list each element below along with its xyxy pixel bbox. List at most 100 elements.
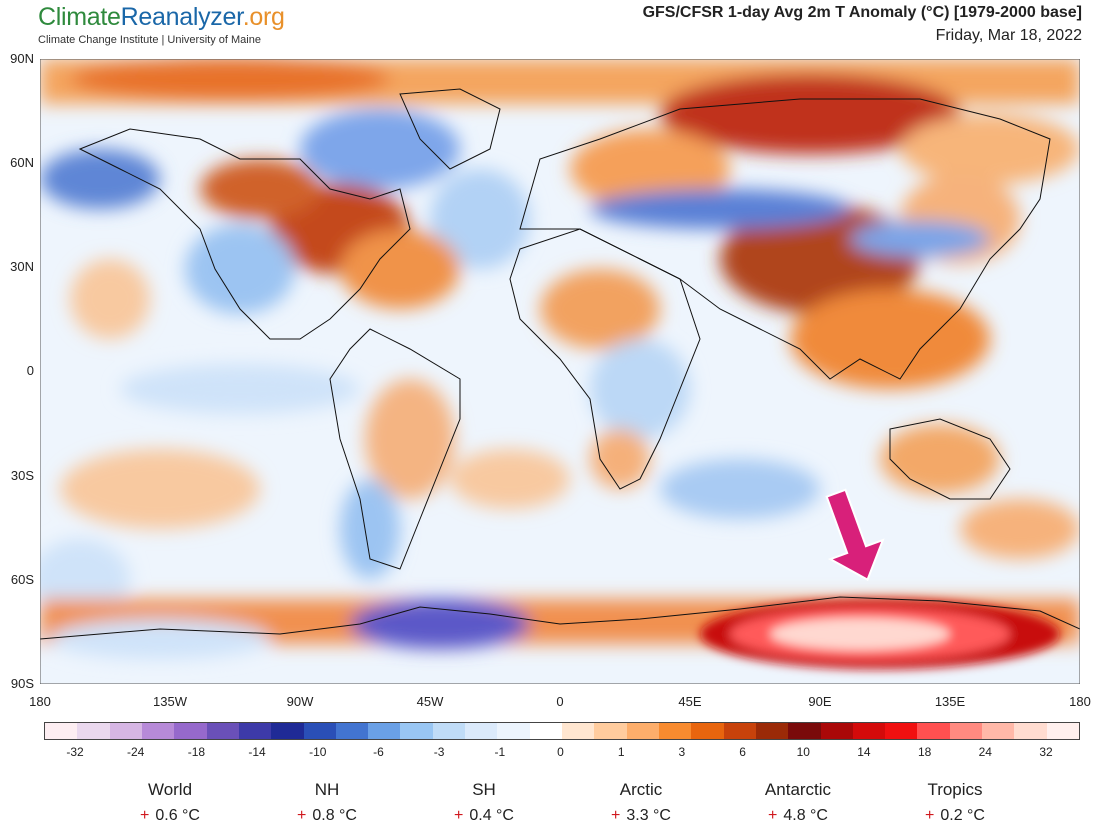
highlight-arrow [825, 488, 885, 582]
legend-tick-label: 32 [1039, 745, 1053, 759]
brand-part-org: .org [242, 3, 285, 31]
legend-tick-label: 24 [978, 745, 992, 759]
stat-number: 0.4 °C [469, 807, 514, 824]
legend-tick-label: -6 [373, 745, 384, 759]
legend-tick-label: -1 [494, 745, 506, 759]
legend-tick-label: 14 [857, 745, 871, 759]
map-title: GFS/CFSR 1-day Avg 2m T Anomaly (°C) [19… [642, 4, 1082, 21]
lat-label-0: 0 [26, 363, 34, 378]
legend-swatch [723, 723, 756, 739]
legend-tick-label: -10 [309, 745, 327, 759]
legend-tick-label: 6 [739, 745, 746, 759]
legend-tick-label: 1 [617, 745, 625, 759]
color-legend [44, 722, 1080, 740]
stat-label: World [147, 780, 193, 799]
stat-sign: + [454, 807, 464, 824]
lat-label-30s: 30S [10, 468, 34, 483]
stat-number: 0.8 °C [312, 807, 357, 824]
stat-label: Arctic [619, 780, 663, 799]
lon-label-90w: 90W [286, 694, 314, 709]
stat-sign: + [611, 807, 621, 824]
stat-value: +0.4 °C [404, 807, 564, 825]
temperature-anomaly-map [40, 59, 1080, 684]
stat-label: Tropics [927, 780, 983, 799]
stat-label: Antarctic [764, 780, 832, 799]
legend-swatch [917, 723, 950, 739]
stat-label: NH [314, 780, 340, 799]
legend-tick-label: 10 [796, 745, 810, 759]
legend-swatch [820, 723, 853, 739]
lon-label-45w: 45W [416, 694, 444, 709]
stat-tropics: Tropics +0.2 °C [875, 780, 1035, 825]
stat-value: +0.8 °C [247, 807, 407, 825]
anomaly-field [40, 59, 1080, 659]
legend-swatch [465, 723, 498, 739]
lon-label-45e: 45E [678, 694, 702, 709]
stat-arctic: Arctic +3.3 °C [561, 780, 721, 825]
legend-swatch [368, 723, 401, 739]
legend-swatch [432, 723, 466, 739]
legend-swatch [594, 723, 627, 739]
legend-swatch [303, 723, 336, 739]
legend-tick-label: -3 [433, 745, 445, 759]
brand-subtitle: Climate Change Institute | University of… [38, 34, 261, 46]
legend-tick-label: 3 [678, 745, 686, 759]
stat-number: 3.3 °C [626, 807, 671, 824]
stat-nh: NH +0.8 °C [247, 780, 407, 825]
legend-swatch [949, 723, 983, 739]
lat-label-30n: 30N [10, 259, 34, 274]
legend-tick-label: 18 [917, 745, 932, 759]
stat-antarctic: Antarctic +4.8 °C [718, 780, 878, 825]
stat-value: +0.2 °C [875, 807, 1035, 825]
stat-world: World +0.6 °C [90, 780, 250, 825]
legend-swatch [885, 723, 918, 739]
legend-swatch [626, 723, 659, 739]
legend-swatch [206, 723, 239, 739]
stat-sign: + [140, 807, 150, 824]
map-date: Friday, Mar 18, 2022 [935, 27, 1082, 44]
lon-label-180e: 180 [1069, 694, 1091, 709]
lon-label-135e: 135E [934, 694, 966, 709]
stat-sh: SH +0.4 °C [404, 780, 564, 825]
lon-label-90e: 90E [808, 694, 832, 709]
legend-swatch [77, 723, 110, 739]
stat-sign: + [925, 807, 935, 824]
legend-swatch [400, 723, 433, 739]
site-logo-text[interactable]: ClimateReanalyzer.org [38, 2, 285, 32]
stat-value: +4.8 °C [718, 807, 878, 825]
legend-swatch [271, 723, 304, 739]
stat-sign: + [297, 807, 307, 824]
legend-swatch [852, 723, 886, 739]
brand-part-climate: Climate [38, 3, 121, 31]
legend-swatch [109, 723, 142, 739]
legend-swatch [335, 723, 369, 739]
stat-number: 4.8 °C [783, 807, 828, 824]
lat-label-60n: 60N [10, 155, 34, 170]
brand-part-reanalyzer: Reanalyzer [120, 3, 243, 31]
stat-label: SH [472, 780, 496, 799]
legend-tick-label: -18 [187, 745, 206, 759]
legend-tick-label: -24 [127, 745, 145, 759]
stat-value: +0.6 °C [90, 807, 250, 825]
legend-swatch [529, 723, 562, 739]
lon-label-135w: 135W [153, 694, 187, 709]
legend-swatch [238, 723, 272, 739]
legend-swatch [982, 723, 1015, 739]
stat-number: 0.2 °C [940, 807, 985, 824]
map-title-block: GFS/CFSR 1-day Avg 2m T Anomaly (°C) [19… [643, 4, 1082, 45]
legend-swatch [141, 723, 175, 739]
brand-header: ClimateReanalyzer.org Climate Change Ins… [38, 2, 285, 46]
stat-number: 0.6 °C [155, 807, 200, 824]
legend-swatch [174, 723, 207, 739]
legend-swatch [45, 723, 78, 739]
legend-swatch [658, 723, 692, 739]
antarctic-hotspot [700, 599, 1060, 669]
lat-label-90n: 90N [10, 51, 34, 66]
stat-sign: + [768, 807, 778, 824]
lat-label-90s: 90S [10, 676, 34, 691]
coastlines [40, 88, 1080, 640]
stat-value: +3.3 °C [561, 807, 721, 825]
legend-swatch [1014, 723, 1047, 739]
legend-swatch [755, 723, 789, 739]
legend-swatch [788, 723, 821, 739]
